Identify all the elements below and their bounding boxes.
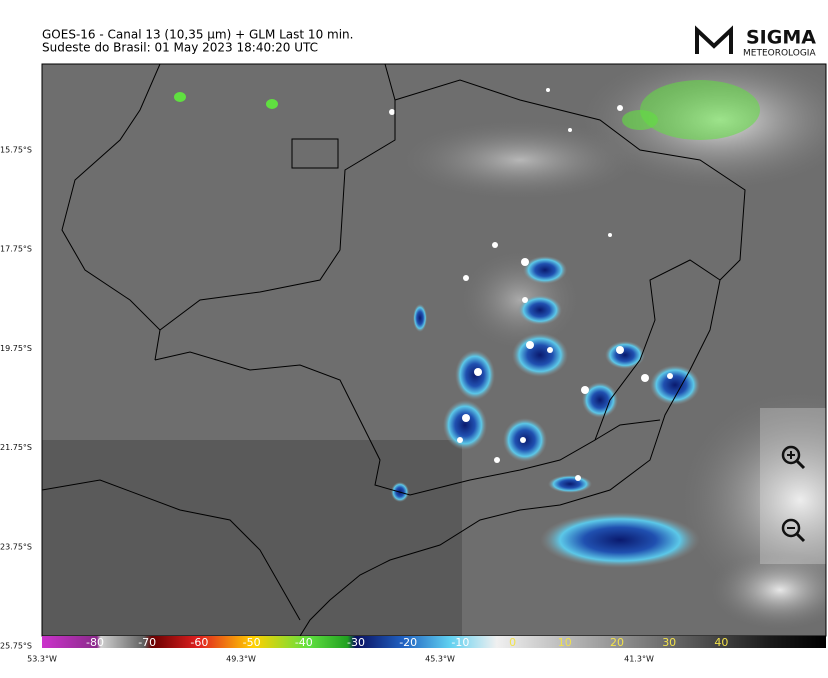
logo-mark <box>695 25 733 54</box>
borders <box>42 64 746 636</box>
storm-cell <box>518 295 562 325</box>
cloud <box>710 550 826 630</box>
latitude-label: 19.75°S <box>0 344 32 353</box>
colorbar-label: 40 <box>714 636 728 649</box>
storm-cell <box>540 512 700 568</box>
storm-cell <box>523 256 567 284</box>
colorbar-label: -20 <box>399 636 417 649</box>
logo-name: SIGMA <box>746 27 816 49</box>
latitude-label: 21.75°S <box>0 443 32 452</box>
storm-cell <box>650 365 700 405</box>
cold-top <box>640 80 760 140</box>
colorbar-label: -50 <box>243 636 261 649</box>
latitude-label: 15.75°S <box>0 146 32 155</box>
longitude-label: 41.3°W <box>624 655 654 664</box>
colorbar <box>42 636 826 648</box>
colorbar-label: -10 <box>451 636 469 649</box>
latitude-label: 25.75°S <box>0 642 32 651</box>
storm-cell <box>605 341 645 369</box>
longitude-label: 53.3°W <box>27 655 57 664</box>
storm-cell <box>582 382 618 418</box>
zoom-panel <box>760 408 826 492</box>
longitude-label: 45.3°W <box>425 655 455 664</box>
colorbar-label: -60 <box>190 636 208 649</box>
colorbar-label: 0 <box>509 636 516 649</box>
lightning-flashes <box>389 88 673 481</box>
logo-subtitle: METEOROLOGIA <box>743 49 816 59</box>
colorbar-label: -40 <box>295 636 313 649</box>
storm-cell <box>455 350 495 400</box>
storm-cell <box>548 475 592 493</box>
colorbar-label: 10 <box>558 636 572 649</box>
colorbar-label: 30 <box>662 636 676 649</box>
cold-top <box>622 110 658 130</box>
cold-top <box>266 99 278 109</box>
labels: 15.75°S 17.75°S 19.75°S 21.75°S 23.75°S 25.75… <box>0 146 728 664</box>
title-line: GOES-16 - Canal 13 (10,35 µm) + GLM Last… <box>42 28 353 42</box>
colorbar-label: -80 <box>86 636 104 649</box>
storm-cell <box>413 304 427 332</box>
colorbar-label: -30 <box>347 636 365 649</box>
latitude-label: 17.75°S <box>0 245 32 254</box>
image-region <box>42 440 462 636</box>
logo: SIGMA METEOROLOGIA <box>695 25 816 59</box>
colorbar-label: -70 <box>138 636 156 649</box>
title-line: Sudeste do Brasil: 01 May 2023 18:40:20 … <box>42 41 318 55</box>
cold-top <box>174 92 186 102</box>
cloud <box>400 120 640 200</box>
colorbar-label: 20 <box>610 636 624 649</box>
satellite-image <box>42 64 826 636</box>
longitude-label: 49.3°W <box>226 655 256 664</box>
storm-cell <box>443 400 487 450</box>
storm-cell <box>512 333 568 377</box>
zoom-out-button[interactable] <box>781 518 806 543</box>
zoom-in-button[interactable] <box>781 445 806 470</box>
latitude-label: 23.75°S <box>0 542 32 551</box>
